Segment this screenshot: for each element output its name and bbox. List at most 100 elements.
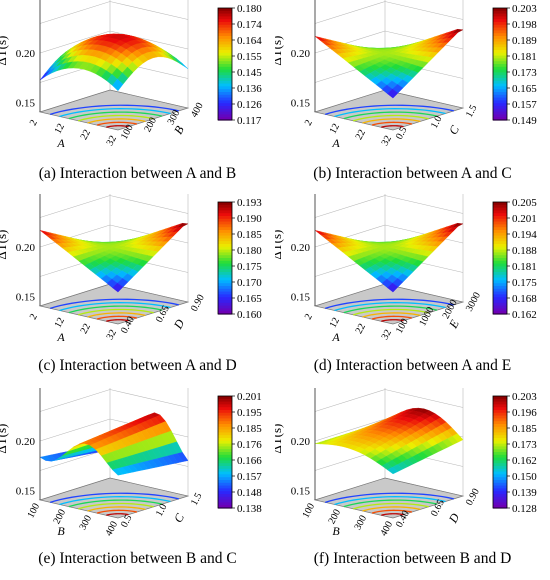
z-tick-label: 0.20 [291, 436, 311, 448]
x-tick-label: 12 [328, 316, 342, 330]
z-tick-label: 0.15 [291, 486, 311, 498]
y-tick-label: 0.90 [464, 487, 482, 508]
colorbar-label: 0.164 [237, 35, 262, 47]
z-tick-label: 0.15 [291, 98, 311, 110]
x-tick-label: 400 [103, 520, 120, 538]
colorbar-label: 0.185 [512, 423, 537, 435]
z-tick-label: 0.20 [16, 242, 36, 254]
colorbar-label: 0.198 [512, 19, 537, 31]
figure-caption: (e) Interaction between B and C [0, 550, 275, 568]
y-axis-label: E [446, 317, 463, 332]
y-axis-label: C [171, 510, 188, 525]
x-tick-label: 32 [380, 328, 394, 342]
y-axis-label: C [446, 122, 463, 137]
z-axis-label: ΔT(s) [0, 424, 9, 454]
x-tick-label: 2 [28, 118, 40, 128]
colorbar-label: 0.180 [237, 245, 262, 257]
colorbar-label: 0.165 [237, 293, 262, 305]
colorbar-label: 0.205 [512, 197, 537, 209]
x-tick-label: 32 [105, 328, 119, 342]
y-tick-label: 0.90 [189, 293, 207, 314]
chart-panel: 0.250.200.15ΔT(s)100200300400B0.51.01.5C… [0, 388, 275, 580]
y-tick-label: 1.5 [464, 103, 480, 119]
colorbar-label: 0.166 [237, 455, 262, 467]
x-axis-label: A [331, 330, 340, 344]
x-tick-label: 400 [378, 520, 395, 538]
chart-panel: 0.250.200.15ΔT(s)2122232A0.51.01.5C0.203… [275, 0, 550, 192]
colorbar-label: 0.139 [512, 487, 537, 499]
colorbar-label: 0.185 [237, 423, 262, 435]
colorbar-label: 0.201 [237, 391, 262, 403]
x-tick-label: 22 [79, 128, 93, 142]
colorbar-label: 0.189 [512, 35, 537, 47]
z-tick-label: 0.25 [16, 194, 36, 195]
colorbar-label: 0.180 [237, 3, 262, 15]
z-tick-label: 0.25 [291, 388, 311, 389]
colorbar-label: 0.157 [237, 471, 262, 483]
z-tick-label: 0.15 [16, 98, 36, 110]
z-tick-label: 0.25 [291, 194, 311, 195]
contour-floor [315, 284, 463, 324]
colorbar-label: 0.185 [237, 229, 262, 241]
colorbar-label: 0.155 [237, 51, 262, 63]
z-tick-label: 0.15 [16, 486, 36, 498]
y-tick-label: 400 [189, 101, 206, 119]
x-tick-label: 22 [354, 128, 368, 142]
colorbar-label: 0.160 [237, 309, 262, 321]
x-tick-label: 22 [354, 322, 368, 336]
x-axis-label: A [331, 136, 340, 150]
colorbar-label: 0.201 [512, 213, 537, 225]
z-axis-label: ΔT(s) [275, 424, 284, 454]
x-tick-label: 2 [303, 312, 315, 322]
z-axis-label: ΔT(s) [0, 36, 9, 66]
figure-caption: (c) Interaction between A and D [0, 357, 275, 375]
z-axis-label: ΔT(s) [275, 230, 284, 260]
x-tick-label: 100 [300, 502, 317, 520]
colorbar-label: 0.170 [237, 277, 262, 289]
colorbar-label: 0.203 [512, 391, 537, 403]
x-tick-label: 32 [380, 134, 394, 148]
y-axis-label: D [170, 317, 187, 332]
z-tick-label: 0.25 [16, 388, 36, 389]
y-tick-label: 3000 [464, 291, 483, 314]
colorbar-label: 0.168 [512, 293, 537, 305]
z-tick-label: 0.20 [291, 48, 311, 60]
z-tick-label: 0.20 [16, 436, 36, 448]
colorbar-label: 0.149 [512, 115, 537, 127]
colorbar-label: 0.175 [512, 277, 537, 289]
y-axis-label: D [445, 511, 462, 526]
colorbar-label: 0.174 [237, 19, 262, 31]
colorbar-label: 0.203 [512, 3, 537, 15]
colorbar-label: 0.176 [237, 439, 262, 451]
colorbar-label: 0.175 [237, 261, 262, 273]
x-tick-label: 100 [25, 502, 42, 520]
chart-panel: 0.250.200.15ΔT(s)2122232A100100020003000… [275, 194, 550, 386]
figure-caption: (b) Interaction between A and C [275, 165, 550, 183]
colorbar-label: 0.165 [512, 83, 537, 95]
colorbar-label: 0.188 [512, 245, 537, 257]
colorbar-label: 0.181 [512, 261, 537, 273]
colorbar-label: 0.128 [512, 503, 537, 515]
y-axis-label: B [171, 123, 187, 137]
figure-caption: (d) Interaction between A and E [275, 357, 550, 375]
colorbar-label: 0.162 [512, 455, 537, 467]
colorbar-label: 0.126 [237, 99, 262, 111]
z-axis-label: ΔT(s) [275, 36, 284, 66]
x-axis-label: A [56, 330, 65, 344]
colorbar-label: 0.173 [512, 67, 537, 79]
colorbar-label: 0.194 [512, 229, 537, 241]
figure-caption: (f) Interaction between B and D [275, 550, 550, 568]
x-tick-label: 2 [28, 312, 40, 322]
x-tick-label: 300 [77, 514, 94, 532]
figure-caption: (a) Interaction between A and B [0, 165, 275, 183]
chart-panel: 0.250.200.15ΔT(s)2122232A0.400.650.90D0.… [0, 194, 275, 386]
x-axis-label: B [57, 524, 65, 538]
z-tick-label: 0.15 [16, 292, 36, 304]
colorbar-label: 0.173 [512, 439, 537, 451]
z-tick-label: 0.20 [291, 242, 311, 254]
chart-panel: 0.250.200.15ΔT(s)100200300400B0.400.650.… [275, 388, 550, 580]
surface-plot: 0.250.200.15ΔT(s)2122232A100200300400B0.… [0, 0, 275, 192]
z-tick-label: 0.15 [291, 292, 311, 304]
x-tick-label: 300 [352, 514, 369, 532]
